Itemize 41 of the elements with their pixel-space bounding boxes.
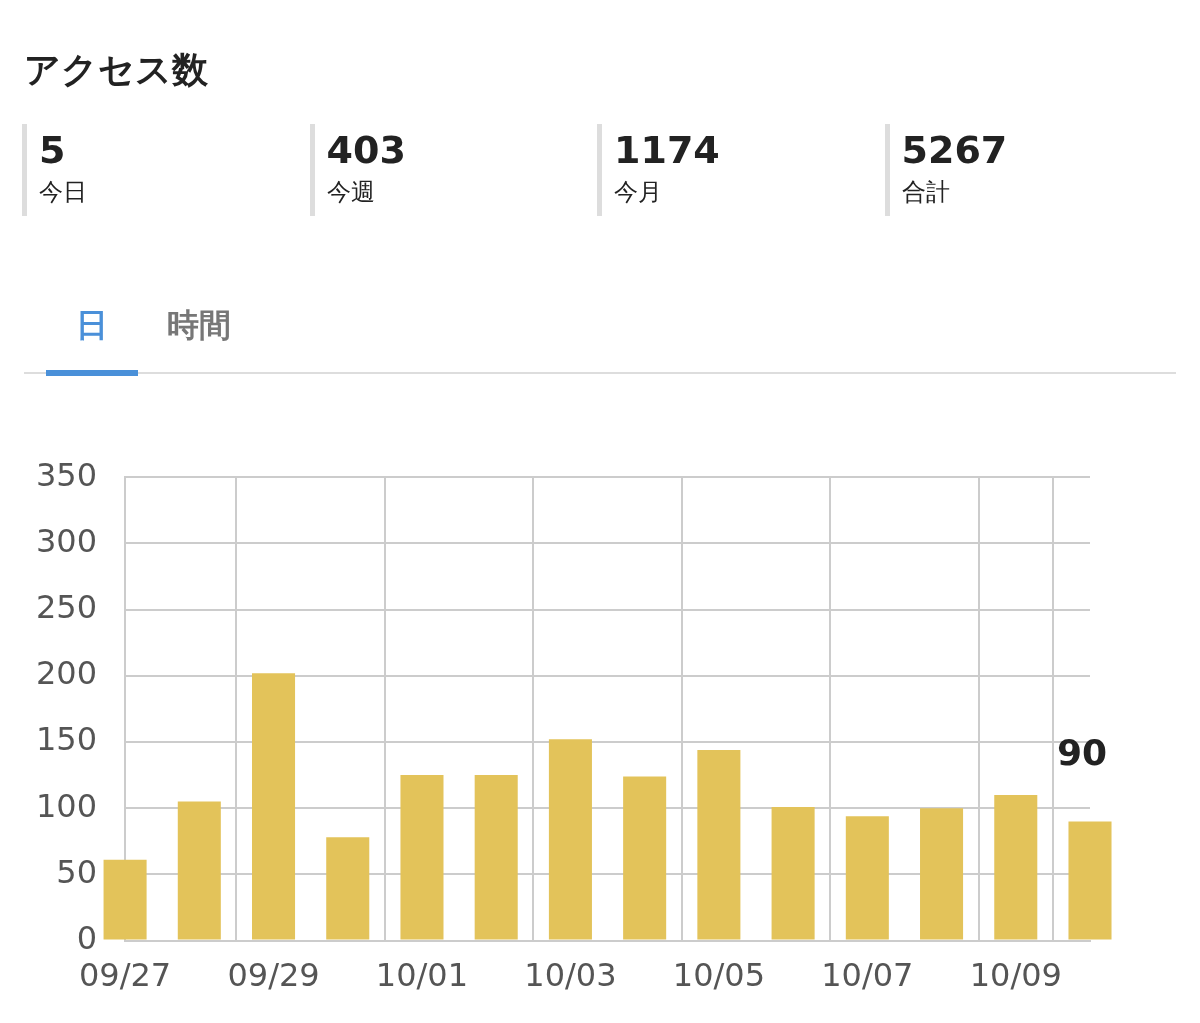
- text: 今日: [39, 177, 88, 208]
- text: 5267: [901, 128, 1009, 172]
- bar: [623, 776, 667, 940]
- y-tick-label: 0: [76, 918, 98, 957]
- x-tick-label: 09/29: [227, 956, 320, 995]
- bar: [252, 673, 296, 940]
- bar: [103, 859, 147, 940]
- y-tick-label: 350: [36, 455, 98, 494]
- y-tick-label: 100: [36, 786, 98, 825]
- text: 時間: [167, 305, 231, 346]
- text: 5: [39, 128, 67, 172]
- y-tick-label: 200: [36, 654, 98, 693]
- bar: [1068, 821, 1112, 940]
- bar: [994, 794, 1038, 940]
- bar: [845, 816, 889, 940]
- text: 合計: [901, 177, 951, 208]
- x-tick-label: 10/05: [672, 956, 765, 995]
- bar: [474, 775, 518, 940]
- chart-title: アクセス数: [24, 48, 208, 92]
- x-tick-label: 10/03: [524, 956, 617, 995]
- x-tick-label: 10/09: [969, 956, 1062, 995]
- bar: [697, 749, 741, 940]
- bar: [326, 837, 370, 940]
- x-tick-label: 09/27: [78, 956, 172, 995]
- bar: [177, 801, 221, 940]
- bar: [400, 775, 444, 940]
- x-tick-label: 10/07: [821, 956, 914, 995]
- x-tick-label: 10/01: [375, 956, 469, 995]
- data-label: 90: [1056, 731, 1108, 773]
- text: 1174: [614, 128, 721, 172]
- text: 今週: [326, 177, 376, 208]
- bar: [920, 808, 964, 940]
- bar: [771, 806, 815, 940]
- y-tick-label: 250: [36, 587, 98, 626]
- text: 403: [326, 128, 407, 172]
- y-tick-label: 150: [36, 720, 98, 759]
- y-tick-label: 300: [36, 521, 98, 560]
- y-tick-label: 50: [56, 852, 98, 891]
- text: 日: [46, 304, 138, 376]
- text: 今月: [614, 177, 663, 208]
- bar: [548, 739, 592, 940]
